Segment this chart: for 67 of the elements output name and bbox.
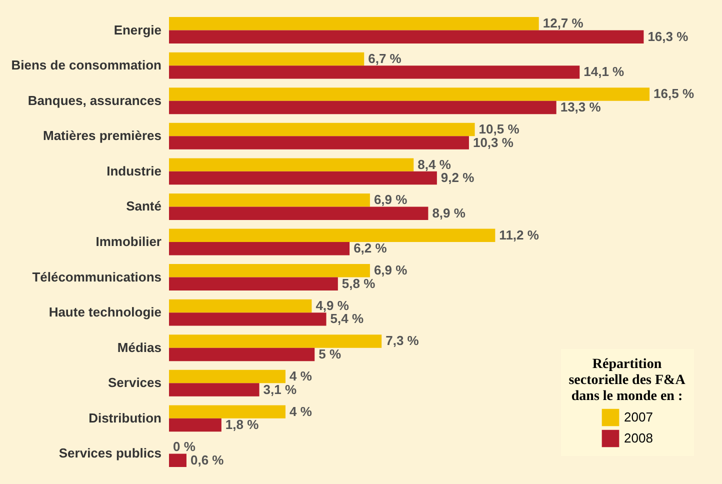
data-label: 4,9 % <box>316 298 350 313</box>
y-tick-label: Energie <box>114 22 162 38</box>
data-label: 13,3 % <box>560 99 602 114</box>
bar <box>169 122 475 136</box>
legend-title: Répartition sectorielle des F&A dans le monde en : <box>568 357 686 404</box>
data-label: 1,8 % <box>225 417 260 432</box>
y-tick-label: Distribution <box>88 410 162 426</box>
data-label: 5,8 % <box>342 276 376 291</box>
bar <box>169 30 644 44</box>
data-label: 4 % <box>289 368 312 384</box>
data-label: 6,7 % <box>368 50 402 66</box>
data-label: 0,6 % <box>190 452 224 468</box>
bar <box>169 348 315 362</box>
bar <box>169 334 382 348</box>
data-label: 16,5 % <box>654 86 694 102</box>
data-label: 12,7 % <box>542 16 584 31</box>
bar <box>169 171 437 185</box>
y-tick-label: Santé <box>126 198 162 214</box>
data-label: 3,1 % <box>263 382 297 397</box>
bar <box>169 418 222 432</box>
y-tick-label: Services publics <box>58 446 162 461</box>
data-label: 9,2 % <box>440 170 475 186</box>
data-label: 14,1 % <box>584 64 625 80</box>
y-tick-label: Télécommunications <box>32 269 162 284</box>
data-label: 6,9 % <box>374 192 408 208</box>
data-label: 10,5 % <box>478 122 520 137</box>
bar <box>169 312 326 326</box>
bar <box>169 88 650 101</box>
y-tick-label: Industrie <box>106 163 162 178</box>
legend-label: 2008 <box>624 430 653 446</box>
bar <box>169 228 496 242</box>
data-label: 10,3 % <box>472 134 514 150</box>
data-label: 7,3 % <box>386 333 420 348</box>
data-label: 11,2 % <box>499 227 540 242</box>
legend-label: 2007 <box>624 410 653 424</box>
bar <box>169 405 286 418</box>
data-label: 0 % <box>173 439 196 454</box>
data-label: 16,3 % <box>648 28 689 44</box>
bar <box>169 277 338 291</box>
bar <box>169 370 286 384</box>
y-tick-label: Immobilier <box>96 234 162 249</box>
bar <box>169 299 312 313</box>
y-tick-label: Médias <box>117 340 162 355</box>
data-label: 6,9 % <box>374 262 408 278</box>
bar <box>169 206 428 220</box>
bar <box>169 100 556 114</box>
data-label: 5 % <box>318 346 342 362</box>
data-label: 4 % <box>289 404 312 419</box>
y-tick-label: Matières premières <box>42 128 162 144</box>
bar <box>169 193 370 207</box>
bar <box>169 264 370 278</box>
bar <box>169 383 260 396</box>
bar <box>169 52 364 66</box>
y-tick-label: Haute technologie <box>48 304 162 320</box>
bar <box>169 136 469 150</box>
bar <box>169 454 186 467</box>
y-tick-label: Services <box>108 375 162 390</box>
y-tick-label: Banques, assurances <box>28 92 162 108</box>
bar <box>169 17 539 30</box>
bar <box>169 158 414 172</box>
bar <box>169 66 580 79</box>
data-label: 8,4 % <box>418 156 452 172</box>
y-tick-label: Biens de consommation <box>11 58 162 73</box>
bar <box>169 242 350 256</box>
data-label: 6,2 % <box>354 240 388 256</box>
data-label: 5,4 % <box>330 311 364 326</box>
data-label: 8,9 % <box>432 205 466 220</box>
